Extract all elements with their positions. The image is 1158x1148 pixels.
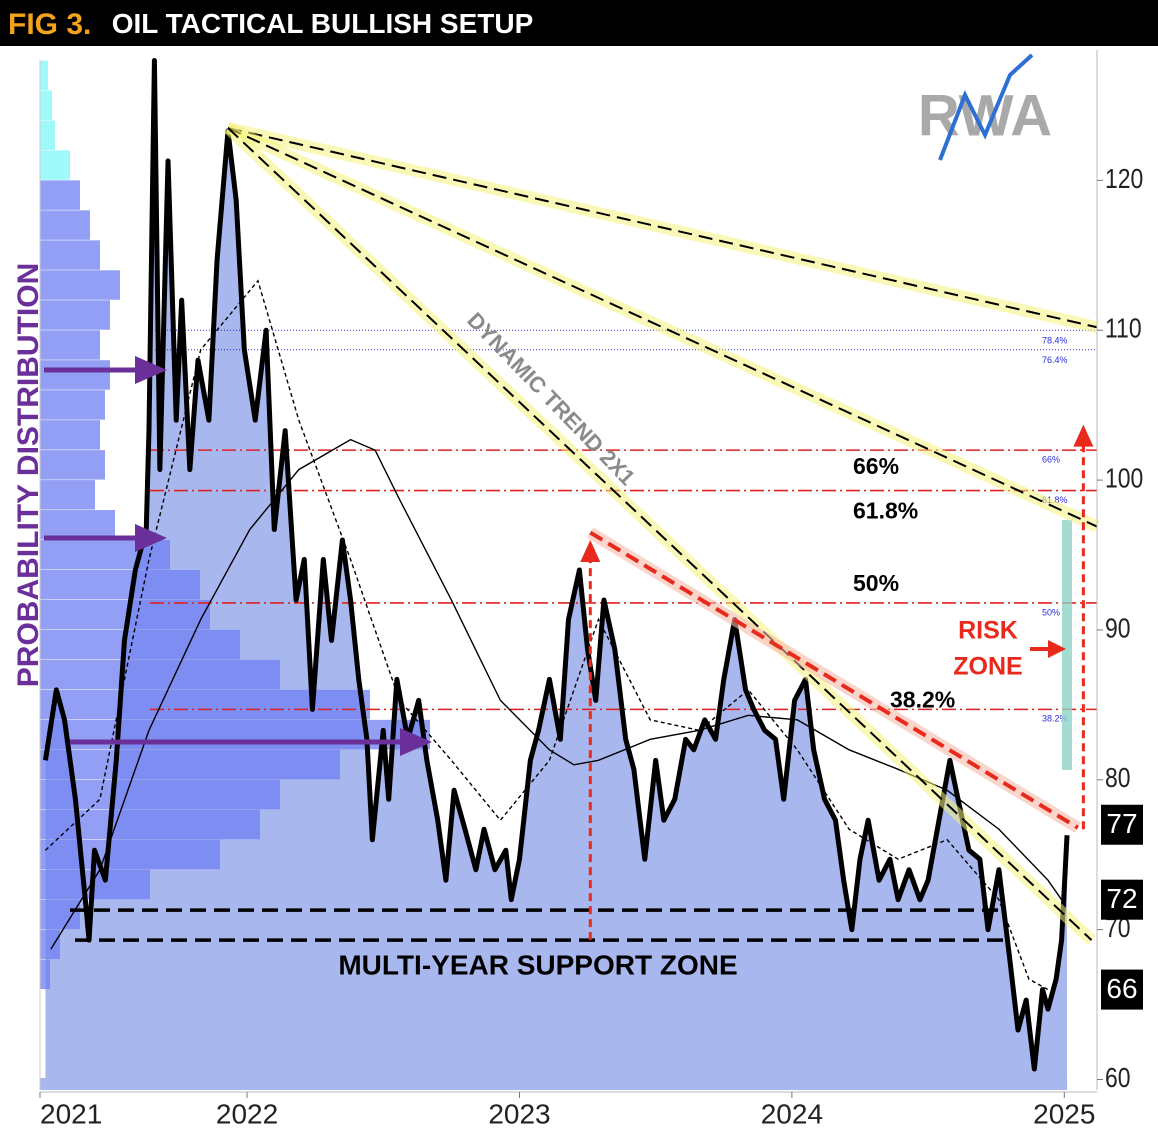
y-tick-label: 80 [1105, 763, 1131, 794]
fig-label: FIG 3. [8, 8, 91, 41]
distribution-bar [40, 959, 50, 990]
price-line [42, 57, 1070, 1072]
y-tick-label: 90 [1105, 613, 1131, 644]
distribution-bar [40, 120, 55, 150]
distribution-bar [40, 300, 110, 330]
fib-label: 50% [853, 570, 899, 596]
purple-arrow-head [135, 356, 167, 384]
logo: RWA [918, 53, 1052, 161]
distribution-bar [40, 899, 80, 930]
distribution-bar [40, 180, 80, 210]
fib-small-label: 50% [1042, 607, 1060, 617]
distribution-bar [40, 659, 280, 690]
resistance-line [589, 530, 1079, 830]
price-box [1101, 969, 1143, 1010]
distribution-bar [40, 689, 370, 720]
distribution-bar [40, 839, 220, 870]
blue-level-label: 78.4% [1042, 336, 1068, 346]
lower-fill [40, 1078, 1068, 1090]
x-tick-label: 2025 [1033, 1098, 1095, 1129]
distribution-bar [40, 240, 100, 270]
risk-arrow-head [1048, 640, 1066, 658]
chart-title: FIG 3. OIL TACTICAL BULLISH SETUP [8, 8, 533, 41]
y-tick-label: 60 [1105, 1063, 1131, 1094]
trendline [227, 126, 1098, 329]
price-label: 66 [1106, 973, 1137, 1004]
distribution-bar [40, 570, 200, 600]
distribution-bar [40, 90, 52, 120]
side-label: PROBABILITY DISTRIBUTION [12, 263, 45, 687]
distribution-bar [40, 510, 115, 540]
distribution-bar [40, 719, 430, 750]
distribution-bar [40, 60, 48, 90]
risk-zone-label: ZONE [953, 653, 1022, 681]
x-tick-label: 2021 [40, 1098, 102, 1129]
distribution-bar [40, 390, 105, 420]
fib-small-label: 38.2% [1042, 714, 1068, 724]
distribution-bar [40, 330, 100, 360]
arrow-head [580, 540, 601, 563]
y-tick-label: 100 [1105, 463, 1143, 494]
fib-small-label: 66% [1042, 454, 1060, 464]
distribution-bar [40, 480, 95, 510]
distribution-bar [40, 929, 60, 960]
price-box [1101, 804, 1143, 845]
fib-label: 61.8% [853, 498, 918, 524]
distribution-bar [40, 420, 100, 450]
purple-arrow-head [135, 524, 167, 552]
fast-average [44, 279, 1049, 991]
fib-small-label: 61.8% [1042, 495, 1068, 505]
y-tick-label: 120 [1105, 164, 1143, 195]
risk-zone-label: RISK [958, 617, 1018, 645]
trendline [227, 127, 1093, 941]
distribution-bar [40, 450, 105, 480]
distribution-bar [40, 629, 240, 660]
fib-label: 38.2% [890, 686, 955, 712]
indicator-band [1062, 520, 1072, 770]
x-tick-label: 2023 [488, 1098, 550, 1129]
fib-label: 66% [853, 453, 899, 479]
distribution-bar [40, 270, 120, 300]
logo-swoosh [938, 53, 1034, 161]
price-area [45, 60, 1068, 1091]
distribution-bar [40, 150, 70, 180]
title-bar [0, 0, 1158, 46]
arrow-head [1073, 424, 1094, 447]
x-tick-label: 2024 [761, 1098, 823, 1129]
price-box [1101, 879, 1143, 920]
blue-level-label: 76.4% [1042, 355, 1068, 365]
distribution-bar [40, 360, 110, 390]
distribution-bar [40, 779, 280, 810]
x-tick-label: 2022 [216, 1098, 278, 1129]
distribution-bar [40, 749, 340, 780]
trendline [227, 127, 1098, 528]
title-text: OIL TACTICAL BULLISH SETUP [112, 8, 534, 39]
support-label: MULTI-YEAR SUPPORT ZONE [338, 949, 737, 980]
price-label: 72 [1106, 883, 1137, 914]
purple-arrow-head [400, 728, 432, 756]
y-tick-label: 110 [1105, 314, 1142, 345]
price-label: 77 [1106, 808, 1137, 839]
distribution-bar [40, 210, 90, 240]
